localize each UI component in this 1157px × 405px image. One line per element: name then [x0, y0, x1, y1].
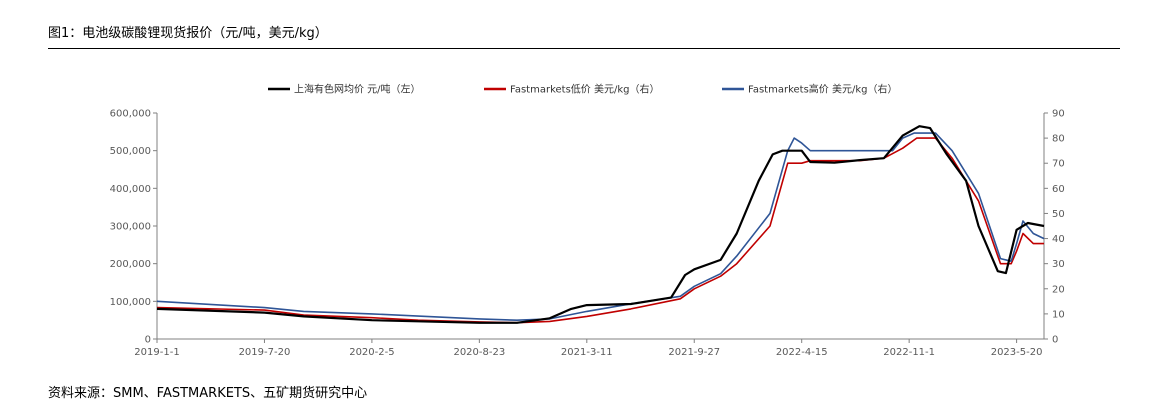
- chart-legend: 上海有色网均价 元/吨（左） Fastmarkets低价 美元/kg（右） Fast…: [268, 83, 897, 96]
- left-tick-label: 100,000: [110, 297, 151, 308]
- x-tick-label: 2021-9-27: [668, 347, 720, 358]
- left-axis-ticks: 0 100,000 200,000 300,000 400,000 500,000 600,…: [110, 109, 157, 346]
- left-tick-label: 200,000: [110, 259, 151, 270]
- left-tick-label: 300,000: [110, 222, 151, 233]
- x-tick-label: 2023-5-20: [991, 347, 1043, 358]
- right-tick-label: 70: [1052, 159, 1065, 170]
- series-line-2: [156, 132, 1045, 322]
- x-tick-label: 2022-4-15: [776, 347, 828, 358]
- left-tick-label: 500,000: [110, 146, 151, 157]
- legend-label-0: 上海有色网均价 元/吨（左）: [294, 83, 421, 96]
- right-tick-label: 80: [1052, 134, 1065, 145]
- legend-label-1: Fastmarkets低价 美元/kg（右）: [510, 83, 659, 96]
- x-tick-label: 2022-11-1: [883, 347, 935, 358]
- left-tick-label: 0: [145, 335, 151, 346]
- x-tick-label: 2020-2-5: [349, 347, 394, 358]
- figure-title: 图1：电池级碳酸锂现货报价（元/吨，美元/kg）: [48, 26, 328, 41]
- source-note: 资料来源：SMM、FASTMARKETS、五矿期货研究中心: [48, 386, 368, 401]
- right-tick-label: 50: [1052, 209, 1065, 220]
- right-tick-label: 60: [1052, 184, 1065, 195]
- right-tick-label: 0: [1052, 335, 1058, 346]
- x-tick-label: 2019-1-1: [134, 347, 179, 358]
- right-tick-label: 40: [1052, 234, 1065, 245]
- right-axis-ticks: 0 10 20 30 40 50 60 70 80 90: [1044, 109, 1065, 346]
- x-tick-label: 2019-7-20: [239, 347, 291, 358]
- title-divider: [48, 48, 1120, 49]
- x-axis-ticks: 2019-1-1 2019-7-20 2020-2-5 2020-8-23 2021-3…: [134, 339, 1042, 358]
- series-line-1: [156, 137, 1044, 324]
- series-lines: [156, 125, 1045, 324]
- right-tick-label: 30: [1052, 259, 1065, 270]
- x-tick-label: 2021-3-11: [561, 347, 613, 358]
- left-tick-label: 400,000: [110, 184, 151, 195]
- right-tick-label: 20: [1052, 284, 1065, 295]
- left-tick-label: 600,000: [110, 109, 151, 120]
- right-tick-label: 10: [1052, 309, 1065, 320]
- series-line-0: [156, 125, 1045, 324]
- x-tick-label: 2020-8-23: [453, 347, 505, 358]
- legend-label-2: Fastmarkets高价 美元/kg（右）: [748, 83, 897, 96]
- right-tick-label: 90: [1052, 109, 1065, 120]
